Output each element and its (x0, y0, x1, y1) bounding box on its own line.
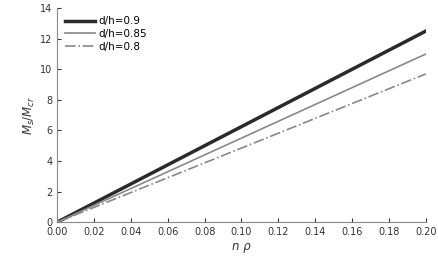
d/h=0.85 (254, 130, 259, 133)
d/h=0.8 (273, 132, 279, 136)
d/h=0.85 (231, 140, 237, 143)
Line: d/h=0.85: d/h=0.85 (57, 54, 425, 222)
Y-axis label: $M_s / M_{cr}$: $M_s / M_{cr}$ (22, 96, 37, 135)
Line: d/h=0.8: d/h=0.8 (57, 74, 425, 222)
d/h=0.9 (273, 107, 279, 110)
Legend: d/h=0.9, d/h=0.85, d/h=0.8: d/h=0.9, d/h=0.85, d/h=0.8 (62, 13, 150, 55)
d/h=0.9 (231, 129, 237, 132)
d/h=0.8 (413, 76, 419, 79)
d/h=0.85 (273, 121, 279, 124)
Line: d/h=0.9: d/h=0.9 (57, 31, 425, 222)
d/h=0.8 (54, 221, 60, 224)
d/h=0.8 (254, 140, 259, 144)
d/h=0.85 (356, 83, 361, 86)
X-axis label: n ρ: n ρ (232, 240, 250, 253)
d/h=0.85 (422, 52, 427, 56)
d/h=0.8 (422, 72, 427, 76)
d/h=0.9 (422, 30, 427, 33)
d/h=0.9 (413, 34, 419, 37)
d/h=0.85 (229, 141, 234, 144)
d/h=0.8 (229, 150, 234, 153)
d/h=0.9 (356, 64, 361, 67)
d/h=0.9 (54, 221, 60, 224)
d/h=0.85 (54, 221, 60, 224)
d/h=0.8 (231, 149, 237, 153)
d/h=0.9 (229, 130, 234, 133)
d/h=0.9 (254, 117, 259, 120)
d/h=0.8 (356, 99, 361, 102)
d/h=0.85 (413, 56, 419, 60)
